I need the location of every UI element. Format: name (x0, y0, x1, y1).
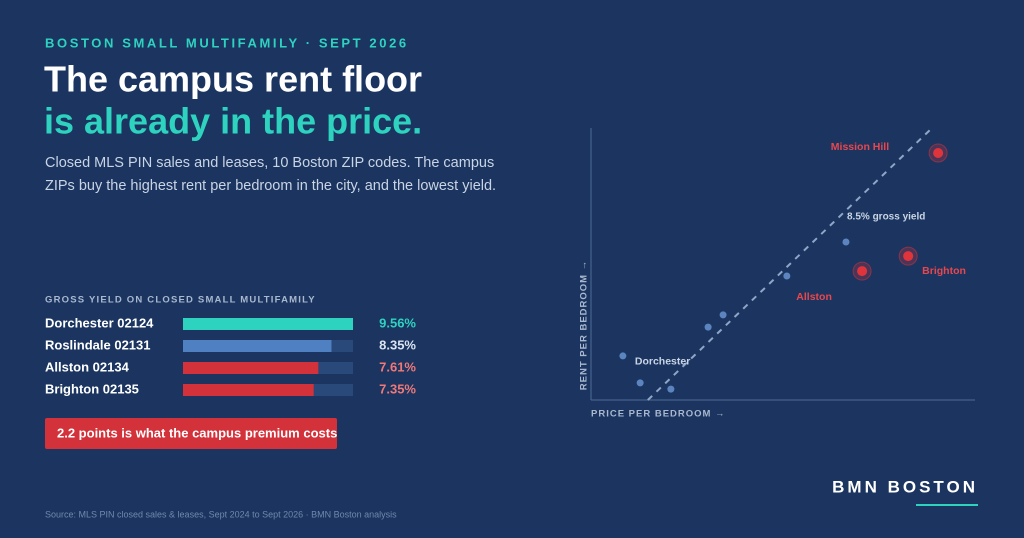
value-label: 7.61% (379, 359, 416, 374)
point (619, 352, 627, 360)
point (636, 379, 644, 387)
point (667, 385, 675, 393)
kicker: BOSTON SMALL MULTIFAMILY · SEPT 2026 (45, 35, 409, 50)
value-label: 7.35% (379, 381, 416, 396)
value-label: 8.35% (379, 337, 416, 352)
category-label: Roslindale 02131 (45, 337, 151, 352)
reference-label: 8.5% gross yield (847, 212, 925, 223)
brand: BMN BOSTON (832, 477, 978, 496)
point (719, 311, 727, 319)
point (783, 272, 791, 280)
headline: The campus rent floor (44, 59, 422, 100)
callout: 2.2 points is what the campus premium co… (57, 425, 337, 440)
point-label: Allston (796, 291, 832, 303)
point (933, 148, 944, 159)
point (842, 238, 850, 246)
bar (183, 340, 332, 352)
y-axis-label: RENT PER BEDROOM → (579, 260, 590, 390)
headline: is already in the price. (44, 101, 422, 142)
point-label: Brighton (922, 265, 966, 277)
bar-chart-title: GROSS YIELD ON CLOSED SMALL MULTIFAMILY (45, 295, 316, 306)
category-label: Allston 02134 (45, 359, 130, 374)
bar (183, 318, 353, 330)
category-label: Dorchester 02124 (45, 315, 154, 330)
reference-line (647, 129, 931, 401)
point (704, 323, 712, 331)
source: Source: MLS PIN closed sales & leases, S… (45, 509, 397, 519)
value-label: 9.56% (379, 315, 416, 330)
point (903, 251, 914, 262)
callout-box (45, 418, 337, 449)
dek: Closed MLS PIN sales and leases, 10 Bost… (45, 155, 497, 194)
point-label: Dorchester (635, 356, 690, 368)
bar (183, 384, 314, 396)
bar (183, 362, 319, 374)
point-label: Mission Hill (831, 141, 889, 153)
category-label: Brighton 02135 (45, 381, 139, 396)
x-axis-label: PRICE PER BEDROOM → (591, 409, 726, 420)
point (857, 266, 868, 277)
